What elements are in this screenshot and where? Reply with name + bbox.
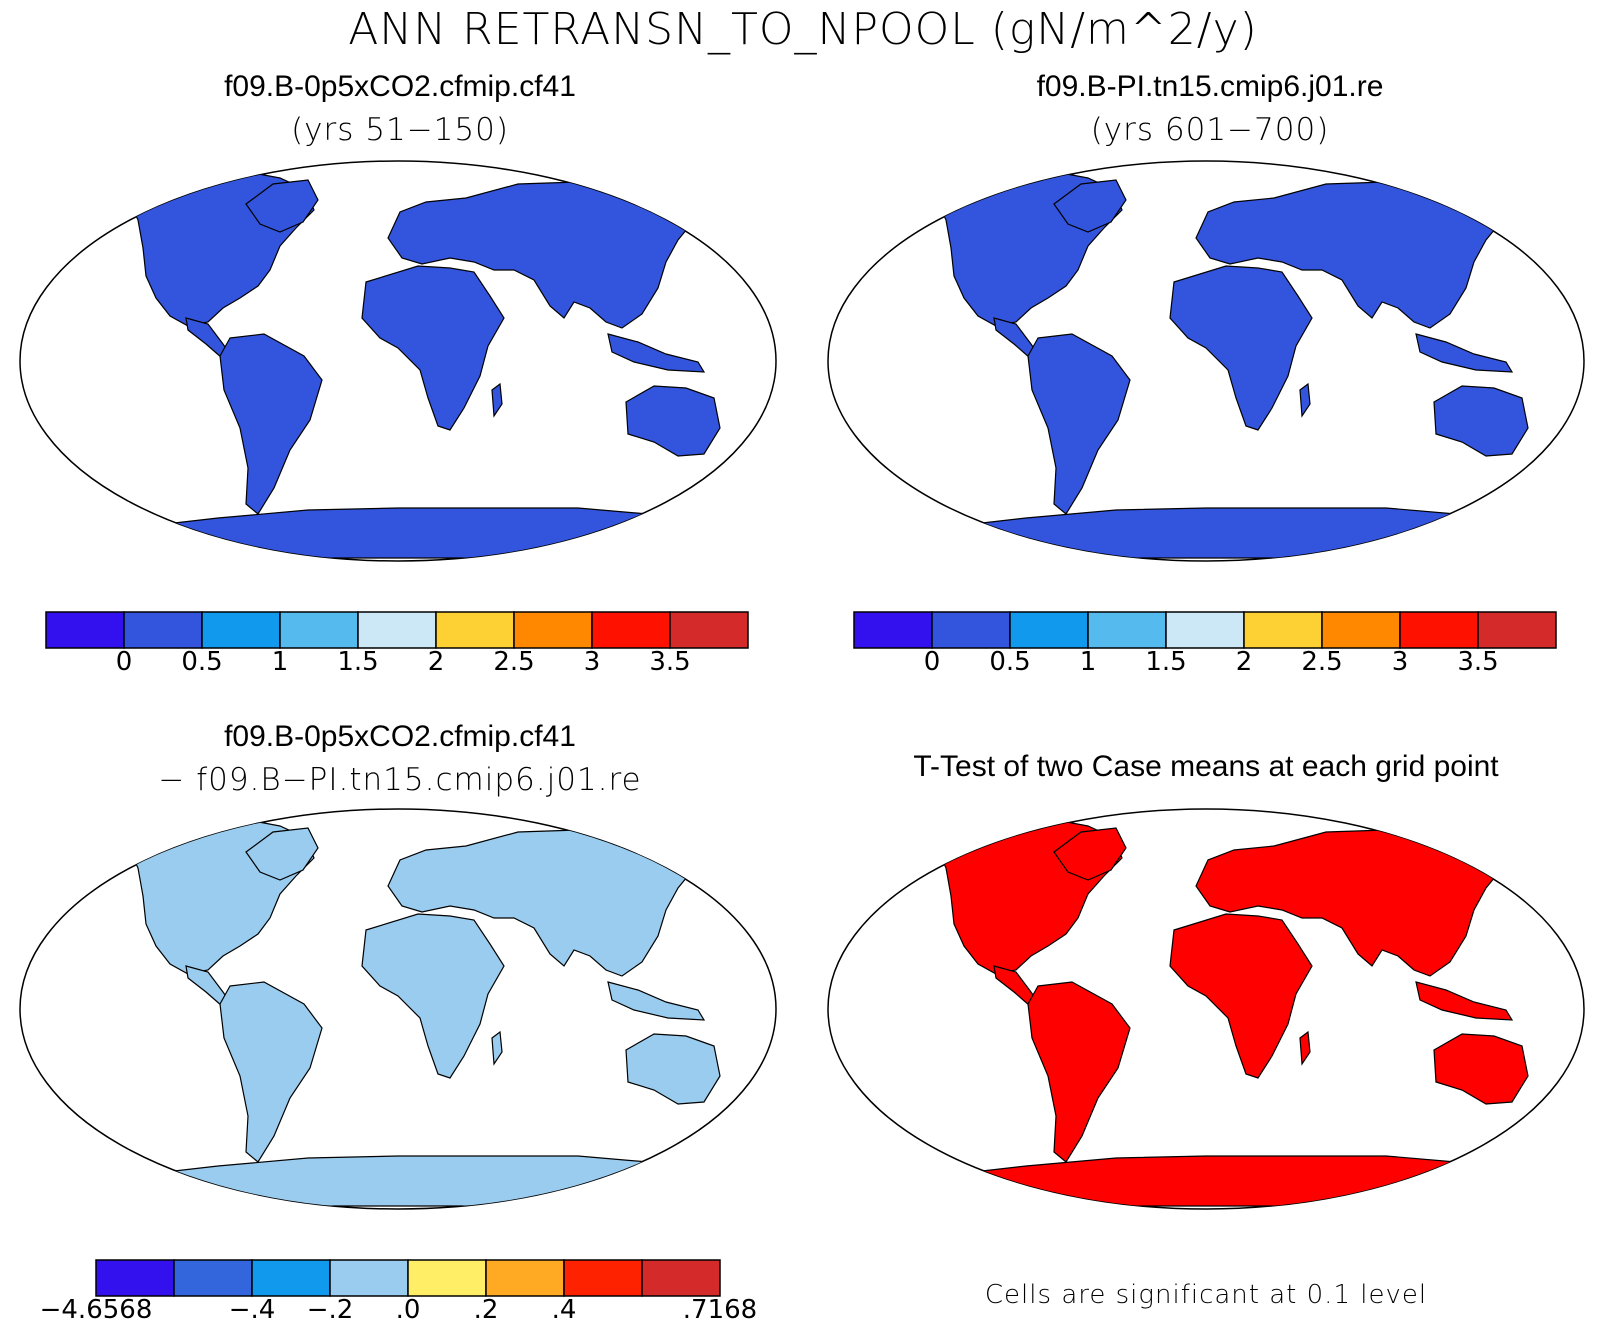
- panel-subtitle-bottom-left: − f09.B−PI.tn15.cmip6.j01.re: [158, 762, 642, 798]
- colorbar-tick-label: −.2: [307, 1295, 354, 1325]
- colorbar-tick-label: 3.5: [649, 647, 690, 677]
- panel-title-bottom-left: f09.B-0p5xCO2.cfmip.cf41: [224, 720, 576, 753]
- panel-subtitle-top-left: (yrs 51−150): [291, 112, 509, 148]
- colorbar-tick-label: 0: [924, 647, 941, 677]
- panel-title-top-right: f09.B-PI.tn15.cmip6.j01.re: [1036, 70, 1384, 103]
- colorbar-swatch: [1009, 611, 1089, 649]
- colorbar-swatch: [931, 611, 1011, 649]
- map-bottom-right: [827, 808, 1585, 1210]
- colorbar-swatch: [251, 1259, 331, 1297]
- colorbar-tick-label: 2.5: [1301, 647, 1342, 677]
- colorbar-swatch: [435, 611, 515, 649]
- colorbar-tick-label: 1.5: [1145, 647, 1186, 677]
- colorbar-swatch: [123, 611, 203, 649]
- colorbar-tick-label: 0.5: [181, 647, 222, 677]
- colorbar-swatch: [591, 611, 671, 649]
- colorbar-swatch: [357, 611, 437, 649]
- colorbar-tick-label: .7168: [683, 1295, 757, 1325]
- colorbar-swatch: [1321, 611, 1401, 649]
- figure-title: ANN RETRANSN_TO_NPOOL (gN/m^2/y): [348, 4, 1258, 55]
- colorbar-tick-label: .4: [552, 1295, 577, 1325]
- colorbar-swatch: [279, 611, 359, 649]
- map-top-right: [827, 160, 1585, 562]
- colorbar-swatch: [669, 611, 749, 649]
- colorbar-tick-label: 2: [428, 647, 445, 677]
- colorbar-tick-label: 1.5: [337, 647, 378, 677]
- colorbar-tick-label: 2.5: [493, 647, 534, 677]
- colorbar-swatch: [563, 1259, 643, 1297]
- map-top-left: [19, 160, 777, 562]
- colorbar-swatch: [1243, 611, 1323, 649]
- panel-subtitle-top-right: (yrs 601−700): [1090, 112, 1330, 148]
- colorbar-tick-label: .2: [474, 1295, 499, 1325]
- colorbar-swatch: [1399, 611, 1479, 649]
- colorbar-swatch: [853, 611, 933, 649]
- panel-title-top-left: f09.B-0p5xCO2.cfmip.cf41: [224, 70, 576, 103]
- colorbar-swatch: [45, 611, 125, 649]
- colorbar-tick-label: 0.5: [989, 647, 1030, 677]
- colorbar-swatch: [173, 1259, 253, 1297]
- colorbar-swatch: [513, 611, 593, 649]
- colorbar-swatch: [329, 1259, 409, 1297]
- colorbar-tick-label: 3: [584, 647, 601, 677]
- colorbar-swatch: [1477, 611, 1557, 649]
- colorbar-top-right: 0 0.5 1 1.5 2 2.5 3 3.5: [853, 611, 1557, 677]
- colorbar-tick-label: 0: [116, 647, 133, 677]
- colorbar-tick-label: 2: [1236, 647, 1253, 677]
- colorbar-tick-label: 3.5: [1457, 647, 1498, 677]
- colorbar-swatch: [407, 1259, 487, 1297]
- colorbar-swatch: [201, 611, 281, 649]
- colorbar-swatch: [95, 1259, 175, 1297]
- colorbar-bottom-left: −4.6568 −.4 −.2 .0 .2 .4 .7168: [40, 1259, 757, 1325]
- colorbar-swatch: [1087, 611, 1167, 649]
- colorbar-tick-label: −4.6568: [40, 1295, 153, 1325]
- colorbar-swatch: [641, 1259, 721, 1297]
- colorbar-tick-label: .0: [396, 1295, 421, 1325]
- colorbar-tick-label: 1: [272, 647, 289, 677]
- colorbar-tick-label: 1: [1080, 647, 1097, 677]
- colorbar-swatch: [1165, 611, 1245, 649]
- significance-note: Cells are significant at 0.1 level: [984, 1280, 1428, 1310]
- colorbar-tick-label: −.4: [229, 1295, 276, 1325]
- colorbar-tick-label: 3: [1392, 647, 1409, 677]
- colorbar-swatch: [485, 1259, 565, 1297]
- colorbar-top-left: 0 0.5 1 1.5 2 2.5 3 3.5: [45, 611, 749, 677]
- map-bottom-left: [19, 808, 777, 1210]
- panel-title-bottom-right: T-Test of two Case means at each grid po…: [913, 750, 1499, 783]
